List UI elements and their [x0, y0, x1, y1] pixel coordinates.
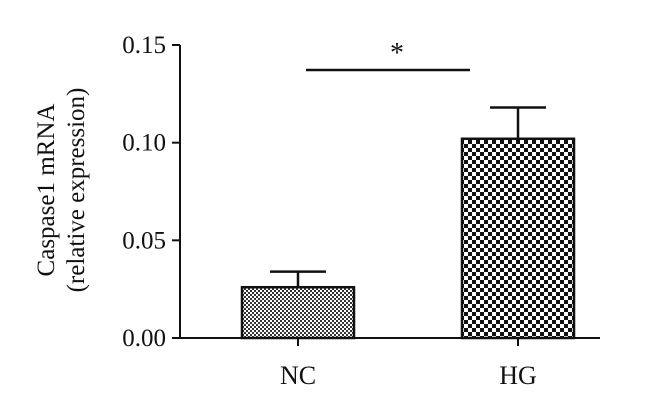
significance-annotation: *	[306, 38, 470, 72]
y-tick-label: 0.05	[122, 227, 166, 254]
bars	[240, 137, 576, 340]
y-axis-title-line2: (relative expression)	[63, 88, 90, 293]
y-axis-title-line1: Caspase1 mRNA	[33, 104, 60, 277]
bar-hg	[460, 137, 576, 340]
error-bars	[270, 106, 546, 288]
axes: 0.00 0.05 0.10 0.15 NC HG	[122, 32, 600, 390]
x-tick-label: NC	[280, 361, 316, 390]
x-tick-label: HG	[499, 361, 537, 390]
y-tick-label: 0.10	[122, 130, 166, 157]
y-tick-label: 0.15	[122, 32, 166, 59]
significance-label: *	[390, 38, 404, 69]
bar-nc	[240, 285, 356, 340]
y-tick-label: 0.00	[122, 325, 166, 352]
